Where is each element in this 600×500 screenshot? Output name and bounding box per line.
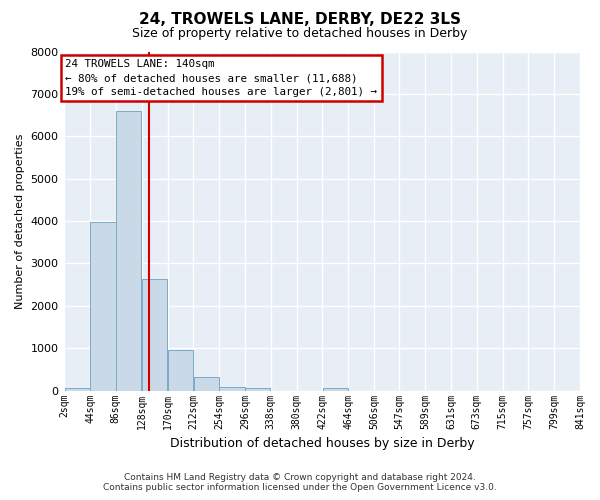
Bar	[91, 222, 116, 390]
Bar	[65, 388, 90, 390]
Bar	[323, 388, 348, 390]
Bar	[245, 388, 271, 390]
Text: Contains HM Land Registry data © Crown copyright and database right 2024.
Contai: Contains HM Land Registry data © Crown c…	[103, 473, 497, 492]
Text: 24 TROWELS LANE: 140sqm
← 80% of detached houses are smaller (11,688)
19% of sem: 24 TROWELS LANE: 140sqm ← 80% of detache…	[65, 59, 377, 97]
X-axis label: Distribution of detached houses by size in Derby: Distribution of detached houses by size …	[170, 437, 475, 450]
Bar	[142, 279, 167, 390]
Bar	[194, 377, 219, 390]
Text: Size of property relative to detached houses in Derby: Size of property relative to detached ho…	[133, 28, 467, 40]
Y-axis label: Number of detached properties: Number of detached properties	[15, 134, 25, 309]
Bar	[220, 387, 245, 390]
Bar	[116, 111, 142, 390]
Text: 24, TROWELS LANE, DERBY, DE22 3LS: 24, TROWELS LANE, DERBY, DE22 3LS	[139, 12, 461, 28]
Bar	[168, 350, 193, 391]
